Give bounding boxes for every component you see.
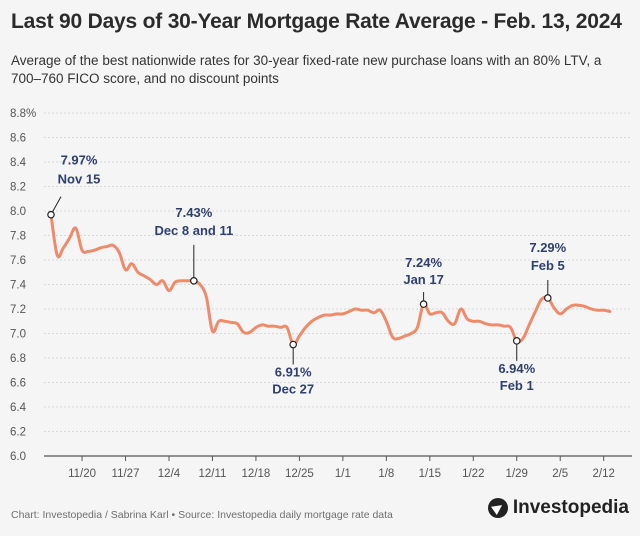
investopedia-logo-icon — [487, 498, 508, 518]
annotation-date-label: Jan 17 — [403, 272, 443, 287]
y-axis: 8.8% 8.6 8.4 8.2 8.0 7.8 7.6 7.4 7.2 7.0 6.8 6.6 6.4… — [10, 108, 36, 463]
annotation-rate-label: 6.91% — [275, 365, 312, 380]
annotations: 7.97% Nov 15 7.43% Dec 8 and 11 6.91% Dec 27 7… — [47, 153, 567, 397]
annotation-date-label: Dec 8 and 11 — [154, 223, 233, 238]
x-tick-label: 12/25 — [285, 468, 314, 480]
annotation-rate-label: 6.94% — [498, 361, 535, 376]
x-tick-label: 1/15 — [419, 468, 441, 480]
x-tick-label: 11/20 — [68, 468, 96, 480]
annotation-marker — [419, 300, 428, 308]
annotation-date-label: Nov 15 — [58, 172, 101, 187]
y-tick-label: 7.6 — [10, 255, 26, 267]
annotation-marker — [289, 340, 297, 349]
annotation-marker — [47, 210, 55, 219]
annotation-date-label: Dec 27 — [272, 382, 314, 397]
logo-text: Investopedia — [512, 497, 629, 518]
x-tick-label: 12/18 — [242, 468, 271, 480]
x-tick-label: 1/29 — [506, 468, 528, 480]
y-tick-label: 7.0 — [10, 329, 26, 341]
gridlines — [44, 112, 632, 457]
x-tick-label: 2/12 — [592, 468, 614, 480]
x-tick-label: 1/8 — [378, 468, 394, 480]
x-tick-label: 12/11 — [198, 468, 226, 480]
annotation-marker — [190, 277, 198, 285]
x-tick-label: 1/22 — [462, 468, 484, 480]
annotation-rate-label: 7.43% — [175, 205, 212, 220]
y-tick-label: 7.2 — [10, 304, 26, 316]
y-tick-label: 7.4 — [10, 280, 27, 292]
x-tick-label: 11/27 — [112, 468, 140, 480]
annotation-marker — [512, 337, 521, 345]
y-tick-label: 6.8 — [10, 353, 26, 365]
chart-subtitle: Average of the best nationwide rates for… — [11, 53, 602, 86]
series-line-mortgage-rate — [49, 213, 612, 347]
x-tick-label: 1/1 — [335, 468, 351, 480]
chart-title: Last 90 Days of 30-Year Mortgage Rate Av… — [11, 10, 622, 33]
annotation-rate-label: 7.29% — [529, 240, 566, 255]
y-tick-label: 8.0 — [10, 206, 26, 218]
x-axis: 11/20 11/27 12/4 12/11 12/18 12/25 1/1 1/8 1/15 1… — [68, 456, 615, 480]
x-tick-label: 2/5 — [552, 468, 568, 480]
annotation-rate-label: 7.97% — [61, 153, 98, 168]
annotation-date-label: Feb 1 — [500, 378, 534, 393]
source-credit: Chart: Investopedia / Sabrina Karl • Sou… — [11, 509, 393, 521]
y-tick-label: 6.2 — [10, 427, 26, 439]
y-tick-label: 8.2 — [10, 182, 26, 194]
x-tick-label: 12/4 — [158, 468, 181, 480]
annotation-marker — [543, 294, 552, 302]
y-tick-label: 7.8 — [10, 231, 26, 243]
y-tick-label: 6.4 — [10, 402, 27, 414]
investopedia-logo: Investopedia — [487, 497, 629, 519]
y-tick-label: 8.8% — [10, 108, 36, 120]
y-tick-label: 6.0 — [10, 451, 26, 463]
annotation-rate-label: 7.24% — [405, 255, 442, 270]
y-tick-label: 8.6 — [10, 133, 26, 145]
annotation-date-label: Feb 5 — [531, 258, 565, 273]
y-tick-label: 8.4 — [10, 157, 27, 169]
y-tick-label: 6.6 — [10, 378, 26, 390]
